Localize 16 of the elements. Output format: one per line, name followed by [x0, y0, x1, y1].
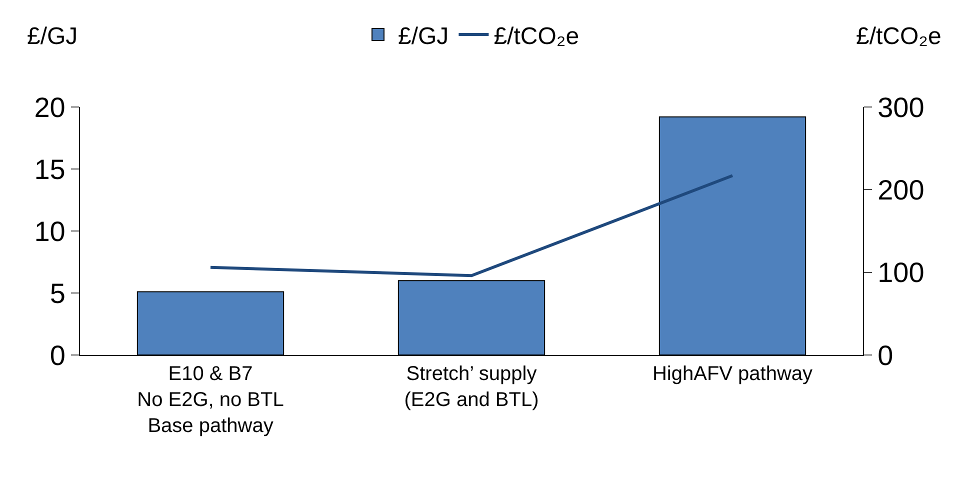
x-tick-label: E10 & B7 No E2G, no BTL Base pathway [137, 363, 284, 437]
y2-tick-label: 200 [878, 174, 924, 206]
y2-tick-label: 0 [878, 340, 894, 371]
y-tick-label: 15 [34, 154, 66, 185]
y2-axis-title: £/tCO₂e [856, 23, 942, 50]
y-axis-title: £/GJ [27, 23, 78, 50]
x-tick-label: Stretch’ supply (E2G and BTL) [404, 363, 539, 411]
y2-tick-label: 300 [878, 92, 924, 123]
y-tick-label: 10 [34, 216, 66, 247]
y2-tick-label: 100 [878, 257, 924, 288]
y-tick-label: 20 [34, 92, 66, 123]
y-tick-label: 5 [50, 278, 66, 309]
y-tick-label: 0 [50, 340, 66, 371]
x-tick-label: HighAFV pathway [652, 363, 813, 385]
legend-label: £/GJ [398, 22, 449, 50]
legend-label: £/tCO₂e [494, 22, 580, 50]
